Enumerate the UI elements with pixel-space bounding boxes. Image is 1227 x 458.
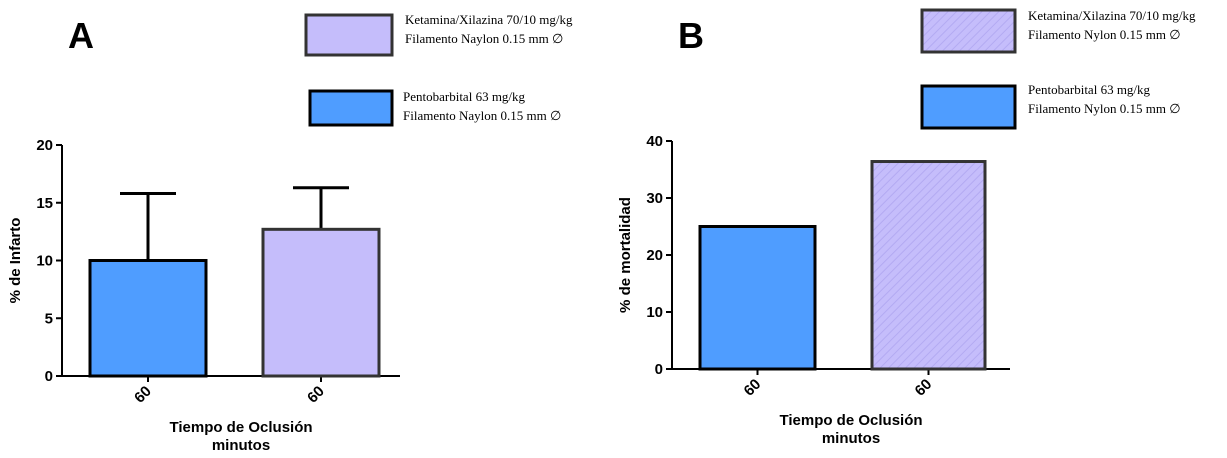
x-tick-label: 60 — [304, 383, 328, 407]
legend-label: Filamento Naylon 0.15 mm ∅ — [403, 108, 561, 123]
y-tick-label: 40 — [646, 133, 663, 150]
x-axis-label: Tiempo de Oclusión — [169, 419, 312, 436]
y-axis-label: % de mortalidad — [617, 197, 634, 313]
legend-swatch — [920, 84, 1017, 130]
y-tick-label: 20 — [646, 247, 663, 264]
y-tick-label: 30 — [646, 190, 663, 207]
y-tick-label: 0 — [45, 368, 53, 385]
x-axis-label: Tiempo de Oclusión — [779, 412, 922, 429]
legend-swatch — [304, 13, 394, 57]
x-tick-label: 60 — [131, 383, 155, 407]
legend-label: Pentobarbital 63 mg/kg — [1028, 82, 1151, 97]
x-axis-label: minutos — [822, 430, 880, 447]
bar — [261, 227, 381, 378]
y-tick-label: 10 — [646, 304, 663, 321]
y-tick-label: 5 — [45, 310, 53, 327]
panel-letter: A — [68, 15, 94, 56]
legend-swatch — [308, 89, 394, 127]
bar — [698, 225, 817, 371]
y-tick-label: 10 — [36, 253, 53, 270]
y-tick-label: 15 — [36, 195, 53, 212]
panel-letter: B — [678, 15, 704, 56]
x-axis-label: minutos — [212, 437, 270, 454]
legend-label: Filamento Nylon 0.15 mm ∅ — [1028, 27, 1181, 42]
legend-label: Ketamina/Xilazina 70/10 mg/kg — [1028, 8, 1196, 23]
y-tick-label: 0 — [655, 361, 663, 378]
bar — [88, 259, 208, 378]
x-tick-label: 60 — [912, 376, 936, 400]
y-tick-label: 20 — [36, 137, 53, 154]
x-tick-label: 60 — [741, 376, 765, 400]
legend-swatch — [920, 8, 1017, 54]
legend-label: Filamento Nylon 0.15 mm ∅ — [1028, 101, 1181, 116]
legend-label: Ketamina/Xilazina 70/10 mg/kg — [405, 12, 573, 27]
y-axis-label: % de Infarto — [7, 218, 24, 304]
bar — [870, 160, 987, 371]
legend-label: Filamento Naylon 0.15 mm ∅ — [405, 31, 563, 46]
legend-label: Pentobarbital 63 mg/kg — [403, 89, 526, 104]
